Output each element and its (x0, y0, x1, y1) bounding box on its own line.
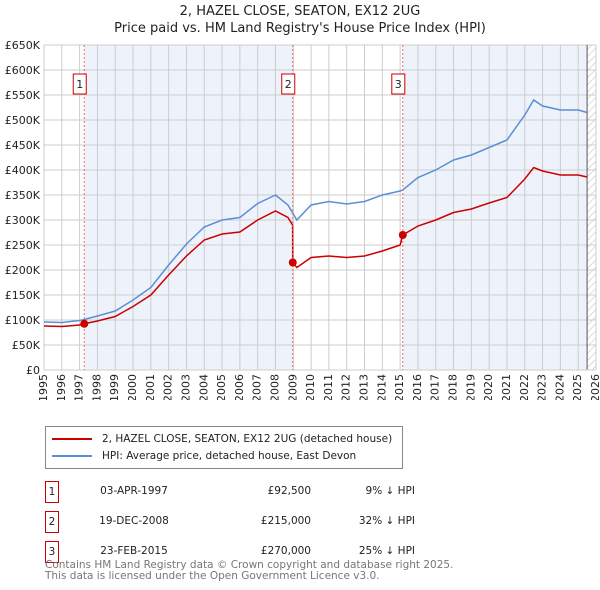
x-tick-label: 1998 (90, 374, 103, 400)
sale-marker-box (391, 73, 406, 95)
y-tick-label: £350K (5, 189, 41, 202)
x-tick-label: 2016 (411, 374, 424, 400)
sale-number: 1 (45, 481, 59, 503)
x-tick-label: 2013 (358, 374, 371, 400)
footer: Contains HM Land Registry data © Crown c… (45, 560, 453, 582)
copyright-text: Contains HM Land Registry data © Crown c… (45, 559, 454, 571)
x-tick-label: 1995 (37, 374, 50, 400)
y-tick-label: £0 (26, 364, 40, 377)
sale-hpi-diff: 32% ↓ HPI (358, 515, 415, 527)
x-tick-label: 2024 (553, 374, 566, 400)
sale-hpi-diff: 25% ↓ HPI (358, 545, 415, 557)
y-tick-label: £250K (5, 239, 41, 252)
x-tick-label: 2005 (215, 374, 228, 400)
x-tick-label: 2017 (429, 374, 442, 400)
sale-point (80, 319, 89, 328)
sale-point (288, 258, 297, 267)
y-tick-label: £400K (5, 164, 41, 177)
y-tick-label: £150K (5, 289, 41, 302)
sale-marker-box (281, 73, 296, 95)
y-tick-label: £100K (5, 314, 41, 327)
shaded-period (402, 45, 588, 370)
x-tick-label: 2008 (268, 374, 281, 400)
sale-date: 23-FEB-2015 (100, 545, 168, 557)
y-tick-label: £450K (5, 139, 41, 152)
legend-label: 2, HAZEL CLOSE, SEATON, EX12 2UG (detach… (102, 433, 393, 445)
x-tick-label: 2026 (589, 374, 600, 400)
sale-row: 3 23-FEB-2015 £270,000 25% ↓ HPI (45, 541, 415, 563)
x-tick-label: 2006 (233, 374, 246, 400)
x-tick-label: 2002 (162, 374, 175, 400)
y-tick-label: £200K (5, 264, 41, 277)
legend: 2, HAZEL CLOSE, SEATON, EX12 2UG (detach… (45, 426, 403, 469)
x-tick-label: 2007 (251, 374, 264, 400)
x-tick-label: 2014 (375, 374, 388, 400)
x-tick-label: 1997 (73, 374, 86, 400)
sale-marker-label: 2 (285, 78, 292, 91)
sale-hpi-diff: 9% ↓ HPI (365, 485, 415, 497)
sale-point (398, 231, 407, 239)
x-tick-label: 1996 (55, 374, 68, 400)
y-tick-label: £650K (5, 39, 41, 52)
y-tick-label: £600K (5, 64, 41, 77)
x-tick-label: 2010 (304, 374, 317, 400)
sale-marker-label: 1 (76, 78, 83, 91)
sale-date: 19-DEC-2008 (99, 515, 169, 527)
sale-marker-box (72, 73, 87, 95)
y-tick-label: £500K (5, 114, 41, 127)
x-tick-label: 2023 (536, 374, 549, 400)
x-tick-label: 2025 (571, 374, 584, 400)
x-tick-label: 2022 (518, 374, 531, 400)
y-tick-label: £300K (5, 214, 41, 227)
x-tick-label: 2000 (126, 374, 139, 400)
x-tick-label: 2011 (322, 374, 335, 400)
x-tick-label: 2019 (464, 374, 477, 400)
x-tick-label: 2021 (500, 374, 513, 400)
x-tick-label: 2001 (144, 374, 157, 400)
legend-item-hpi: HPI: Average price, detached house, East… (52, 448, 356, 464)
chart-subtitle: Price paid vs. HM Land Registry's House … (114, 21, 486, 36)
sale-number: 2 (45, 511, 59, 533)
legend-label: HPI: Average price, detached house, East… (102, 450, 357, 462)
x-tick-label: 2012 (340, 374, 353, 400)
property-price-line (43, 166, 588, 328)
price-chart: £0 £50K £100K £150K £200K £250K £300K £350K £400… (5, 39, 600, 400)
x-tick-label: 2003 (179, 374, 192, 400)
legend-item-property: 2, HAZEL CLOSE, SEATON, EX12 2UG (detach… (52, 431, 392, 447)
sale-number: 3 (45, 541, 59, 563)
x-tick-label: 2009 (286, 374, 299, 400)
chart-title: 2, HAZEL CLOSE, SEATON, EX12 2UG (179, 4, 421, 19)
x-tick-label: 2020 (482, 374, 495, 400)
sale-row: 1 03-APR-1997 £92,500 9% ↓ HPI (45, 481, 415, 503)
y-tick-label: £550K (5, 89, 41, 102)
x-tick-label: 1999 (108, 374, 121, 400)
hpi-line (43, 98, 588, 324)
sale-marker-label: 3 (395, 78, 402, 91)
x-tick-label: 2004 (197, 374, 210, 400)
sale-price: £92,500 (267, 485, 311, 497)
x-tick-label: 2018 (447, 374, 460, 400)
sale-date: 03-APR-1997 (100, 485, 168, 497)
sale-row: 2 19-DEC-2008 £215,000 32% ↓ HPI (45, 511, 415, 533)
sale-price: £215,000 (260, 515, 311, 527)
x-tick-label: 2015 (393, 374, 406, 400)
licence-text: This data is licensed under the Open Gov… (45, 570, 380, 582)
y-tick-label: £50K (12, 339, 41, 352)
sale-price: £270,000 (260, 545, 311, 557)
forecast-hatch (587, 45, 596, 370)
